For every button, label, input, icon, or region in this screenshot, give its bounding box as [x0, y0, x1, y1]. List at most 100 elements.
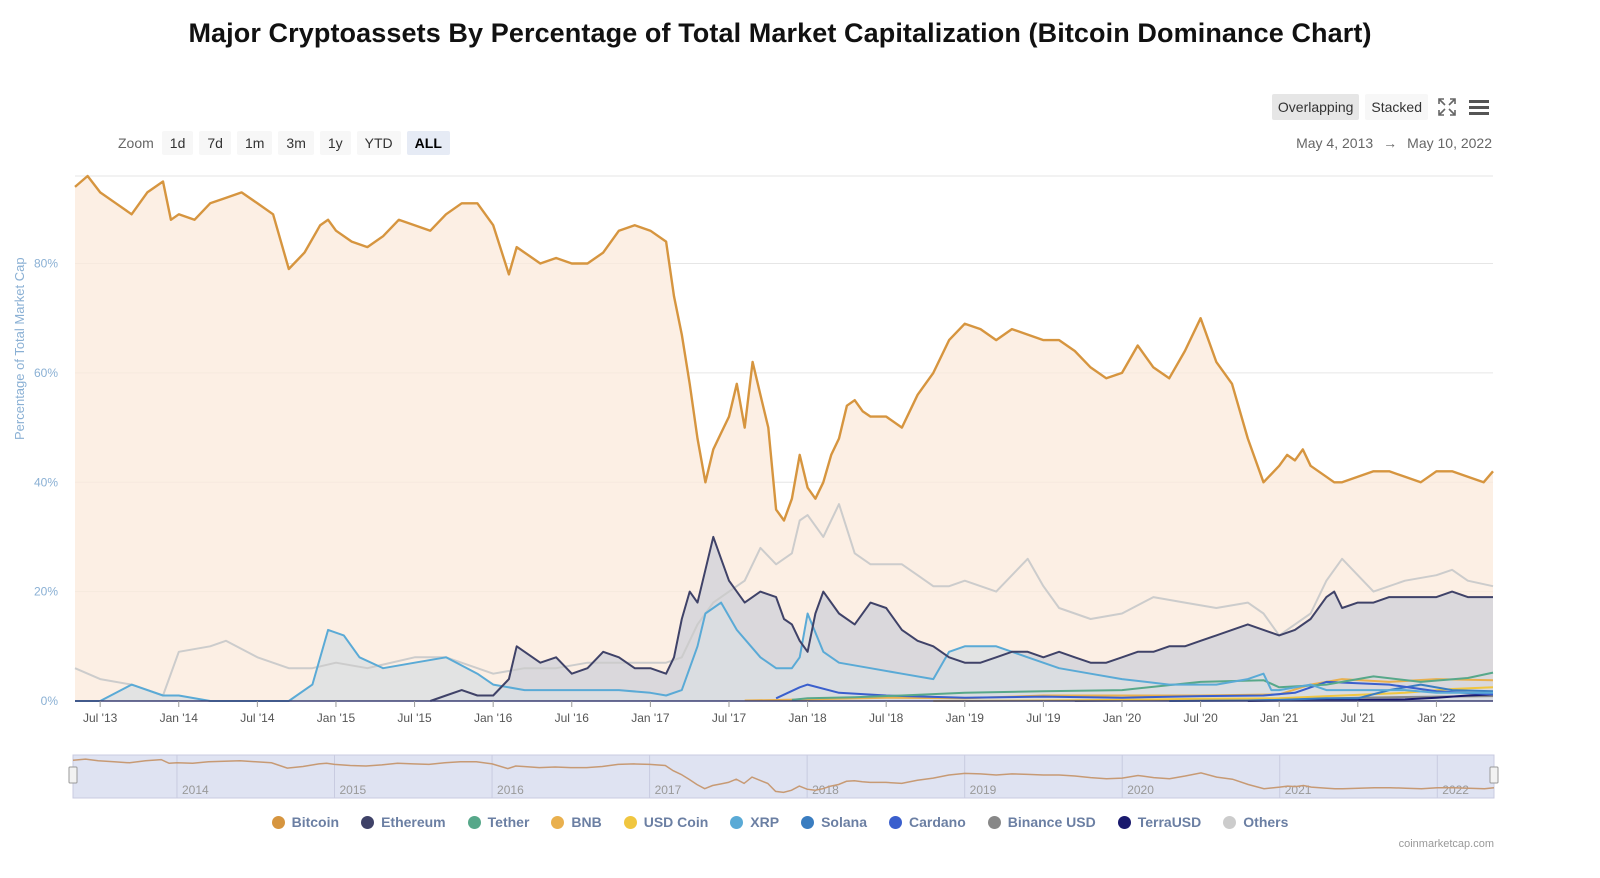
chart-title: Major Cryptoassets By Percentage of Tota…	[188, 18, 1372, 48]
legend-label: Cardano	[909, 814, 966, 830]
others-line	[74, 503, 1494, 697]
x-tick-label: Jan '18	[788, 711, 827, 725]
x-tick-label: Jul '16	[555, 711, 590, 725]
legend-marker	[467, 815, 481, 829]
legend-marker	[987, 815, 1001, 829]
legend-label: Bitcoin	[291, 814, 340, 830]
xrp-line	[75, 601, 1493, 702]
y-axis: 0% 20% 40% 60% 80%	[34, 257, 58, 709]
hamburger-menu-icon[interactable]	[1466, 94, 1492, 120]
range-from[interactable]: May 4, 2013	[1296, 135, 1374, 151]
legend: Bitcoin Ethereum Tether BNB USD Coin XRP Solan…	[0, 814, 1560, 830]
legend-item-bnb[interactable]: BNB	[551, 814, 602, 830]
x-tick-label: Jul '20	[1183, 711, 1218, 725]
legend-marker	[801, 815, 815, 829]
x-tick-label: Jul '15	[397, 711, 432, 725]
legend-marker	[889, 815, 902, 829]
series-areas	[75, 176, 1493, 701]
x-tick-label: Jan '14	[160, 711, 199, 725]
zoom-all-button[interactable]: ALL	[406, 131, 450, 155]
x-tick-label: Jan '15	[317, 711, 356, 725]
mode-toolbar: Overlapping Stacked	[1271, 94, 1492, 120]
x-tick-label: Jul '19	[1026, 711, 1061, 725]
navigator-label: 2021	[1285, 783, 1312, 797]
y-tick-label: 80%	[34, 257, 58, 271]
navigator-label: 2017	[655, 783, 682, 797]
navigator-left-handle[interactable]	[68, 766, 78, 784]
navigator-label: 2019	[970, 783, 997, 797]
fullscreen-icon[interactable]	[1434, 94, 1460, 120]
legend-item-usd-coin[interactable]: USD Coin	[623, 814, 709, 830]
legend-item-xrp[interactable]: XRP	[730, 814, 779, 830]
zoom-1y-button[interactable]: 1y	[319, 131, 351, 155]
legend-marker	[1117, 815, 1131, 829]
x-tick-label: Jan '17	[631, 711, 670, 725]
x-tick-label: Jul '14	[240, 711, 275, 725]
zoom-3m-button[interactable]: 3m	[278, 131, 314, 155]
range-arrow: →	[1383, 135, 1398, 151]
legend-marker	[361, 815, 375, 829]
legend-item-binance-usd[interactable]: Binance USD	[987, 814, 1096, 830]
legend-label: Ethereum	[381, 814, 446, 830]
y-tick-label: 60%	[34, 366, 58, 380]
navigator-label: 2022	[1442, 783, 1469, 797]
credit: coinmarketcap.com	[1398, 838, 1494, 850]
navigator-label: 2014	[182, 783, 209, 797]
navigator-label: 2016	[497, 783, 524, 797]
x-tick-label: Jan '19	[946, 711, 985, 725]
bitcoin-line	[74, 174, 1494, 522]
navigator-right-handle[interactable]	[1489, 766, 1499, 784]
legend-label: USD Coin	[643, 814, 709, 830]
x-tick-label: Jul '13	[83, 711, 118, 725]
x-tick-label: Jan '20	[1103, 711, 1142, 725]
navigator-label: 2020	[1127, 783, 1154, 797]
zoom-ytd-button[interactable]: YTD	[356, 131, 401, 155]
legend-marker	[551, 815, 565, 829]
x-tick-label: Jul '21	[1341, 711, 1376, 725]
legend-label: XRP	[750, 814, 780, 830]
x-axis: Jul '13 Jan '14 Jul '14 Jan '15 Jul '15 Jan '…	[75, 700, 1493, 725]
legend-marker	[730, 815, 744, 829]
legend-label: Others	[1243, 814, 1289, 830]
zoom-1d-button[interactable]: 1d	[161, 131, 194, 155]
overlapping-button[interactable]: Overlapping	[1271, 94, 1360, 120]
legend-label: Tether	[487, 814, 530, 830]
xrp-area	[75, 602, 1493, 701]
zoom-label: Zoom	[118, 135, 154, 151]
zoom-toolbar: Zoom 1d 7d 1m 3m 1y YTD ALL	[118, 131, 450, 155]
zoom-7d-button[interactable]: 7d	[199, 131, 231, 155]
date-range: May 4, 2013 → May 10, 2022	[1296, 135, 1492, 151]
legend-item-tether[interactable]: Tether	[467, 814, 530, 830]
navigator-window	[72, 754, 1495, 799]
navigator: 2014 2015 2016 2017 2018 2019 2020 2021 2022	[68, 754, 1499, 799]
x-tick-label: Jul '18	[869, 711, 904, 725]
legend-item-ethereum[interactable]: Ethereum	[361, 814, 446, 830]
legend-item-terrausd[interactable]: TerraUSD	[1117, 814, 1202, 830]
legend-marker	[1223, 815, 1237, 829]
series-lines	[74, 174, 1494, 702]
x-tick-label: Jan '22	[1417, 711, 1456, 725]
bitcoin-area	[75, 176, 1493, 701]
navigator-series	[72, 758, 1495, 794]
x-tick-label: Jan '21	[1260, 711, 1299, 725]
stacked-button[interactable]: Stacked	[1365, 94, 1428, 120]
legend-item-cardano[interactable]: Cardano	[889, 814, 966, 830]
legend-label: BNB	[571, 814, 602, 830]
legend-label: Solana	[821, 814, 867, 830]
legend-item-bitcoin[interactable]: Bitcoin	[271, 814, 340, 830]
x-tick-label: Jul '17	[712, 711, 747, 725]
x-tick-label: Jan '16	[474, 711, 513, 725]
zoom-1m-button[interactable]: 1m	[236, 131, 273, 155]
navigator-label: 2015	[340, 783, 367, 797]
legend-label: Binance USD	[1007, 814, 1096, 830]
cardano-line	[775, 680, 1494, 700]
y-tick-label: 20%	[34, 585, 58, 599]
range-to[interactable]: May 10, 2022	[1407, 135, 1492, 151]
legend-label: TerraUSD	[1137, 814, 1202, 830]
y-tick-label: 40%	[34, 475, 58, 489]
legend-marker	[623, 815, 637, 829]
legend-item-others[interactable]: Others	[1223, 814, 1288, 830]
legend-item-solana[interactable]: Solana	[801, 814, 867, 830]
ethereum-line	[429, 535, 1493, 702]
